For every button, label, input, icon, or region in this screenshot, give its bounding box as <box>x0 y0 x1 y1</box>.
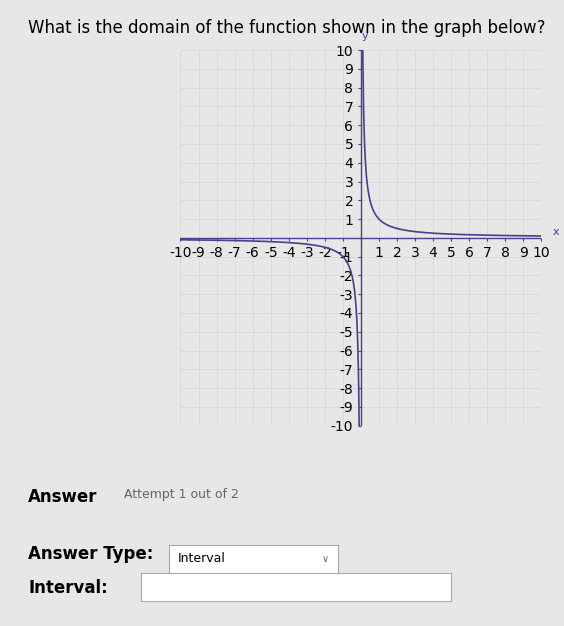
Text: x: x <box>552 227 559 237</box>
Text: Answer: Answer <box>28 488 98 506</box>
Text: ∨: ∨ <box>321 554 328 563</box>
Text: Interval: Interval <box>178 552 226 565</box>
Text: Attempt 1 out of 2: Attempt 1 out of 2 <box>124 488 239 501</box>
Text: What is the domain of the function shown in the graph below?: What is the domain of the function shown… <box>28 19 546 37</box>
Text: Interval:: Interval: <box>28 579 108 597</box>
Text: y: y <box>362 31 368 41</box>
Text: Answer Type:: Answer Type: <box>28 545 153 563</box>
